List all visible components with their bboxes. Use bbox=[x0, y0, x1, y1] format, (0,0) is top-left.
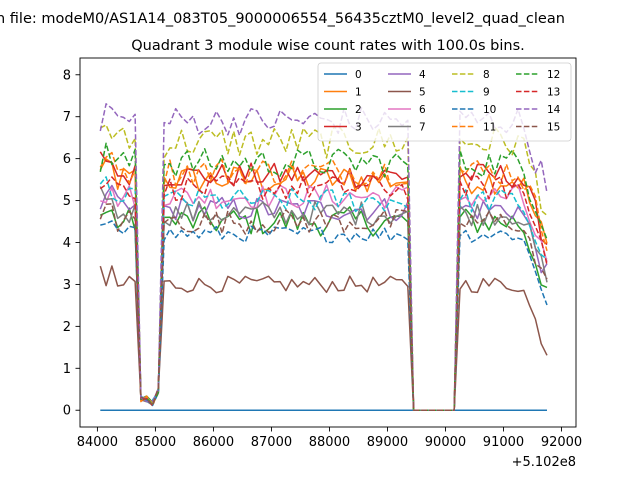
series-line-9 bbox=[99, 176, 548, 411]
x-tick-label: 90000 bbox=[425, 435, 466, 450]
legend-label-8: 8 bbox=[483, 69, 490, 81]
legend-label-13: 13 bbox=[547, 87, 560, 99]
x-tick-label: 84000 bbox=[77, 435, 118, 450]
x-tick-label: 87000 bbox=[251, 435, 292, 450]
series-line-5 bbox=[99, 265, 548, 411]
legend-box bbox=[317, 62, 572, 142]
x-tick-label: 89000 bbox=[367, 435, 408, 450]
x-tick-label: 88000 bbox=[309, 435, 350, 450]
legend-label-0: 0 bbox=[355, 69, 362, 81]
series-line-10 bbox=[100, 220, 548, 411]
legend-label-6: 6 bbox=[419, 104, 426, 116]
legend-label-7: 7 bbox=[419, 122, 426, 134]
series-line-1 bbox=[99, 158, 548, 411]
series-line-8 bbox=[99, 124, 548, 411]
legend-label-3: 3 bbox=[355, 122, 362, 134]
legend-label-11: 11 bbox=[483, 122, 496, 134]
x-tick-label: 92000 bbox=[541, 435, 582, 450]
legend-label-14: 14 bbox=[547, 104, 561, 116]
x-axis-ticks: 84000 85000 86000 87000 88000 89000 90000 91000… bbox=[77, 427, 582, 450]
y-tick-label: 8 bbox=[63, 68, 71, 83]
y-tick-label: 7 bbox=[63, 110, 71, 125]
series-line-14 bbox=[99, 103, 548, 411]
series-line-13 bbox=[99, 174, 548, 411]
series-lines bbox=[99, 103, 548, 411]
y-tick-label: 4 bbox=[63, 236, 71, 251]
legend-label-2: 2 bbox=[355, 104, 362, 116]
y-tick-label: 1 bbox=[63, 362, 71, 377]
series-line-6 bbox=[100, 183, 548, 411]
legend-label-5: 5 bbox=[419, 87, 426, 99]
legend-label-12: 12 bbox=[547, 69, 560, 81]
y-tick-label: 3 bbox=[63, 278, 71, 293]
y-tick-label: 2 bbox=[63, 320, 71, 335]
series-line-7 bbox=[99, 186, 548, 411]
series-line-11 bbox=[99, 151, 548, 411]
y-tick-label: 5 bbox=[63, 194, 71, 209]
y-axis-ticks: 0 1 2 3 4 5 6 7 8 bbox=[63, 68, 80, 419]
x-tick-label: 86000 bbox=[193, 435, 234, 450]
chart-title: Quadrant 3 module wise count rates with … bbox=[131, 38, 525, 54]
y-tick-label: 0 bbox=[63, 404, 71, 419]
x-axis-offset-label: +5.102e8 bbox=[512, 455, 576, 470]
legend-label-1: 1 bbox=[355, 87, 362, 99]
series-line-2 bbox=[99, 206, 548, 411]
legend-label-10: 10 bbox=[483, 104, 496, 116]
legend-label-9: 9 bbox=[483, 87, 490, 99]
legend-label-4: 4 bbox=[419, 69, 426, 81]
series-line-12 bbox=[99, 142, 548, 411]
y-tick-label: 6 bbox=[63, 152, 71, 167]
series-line-15 bbox=[99, 203, 548, 411]
x-tick-label: 91000 bbox=[483, 435, 524, 450]
x-tick-label: 85000 bbox=[135, 435, 176, 450]
legend-label-15: 15 bbox=[547, 122, 560, 134]
figure-suptitle: n file: modeM0/AS1A14_083T05_9000006554_… bbox=[0, 11, 565, 27]
